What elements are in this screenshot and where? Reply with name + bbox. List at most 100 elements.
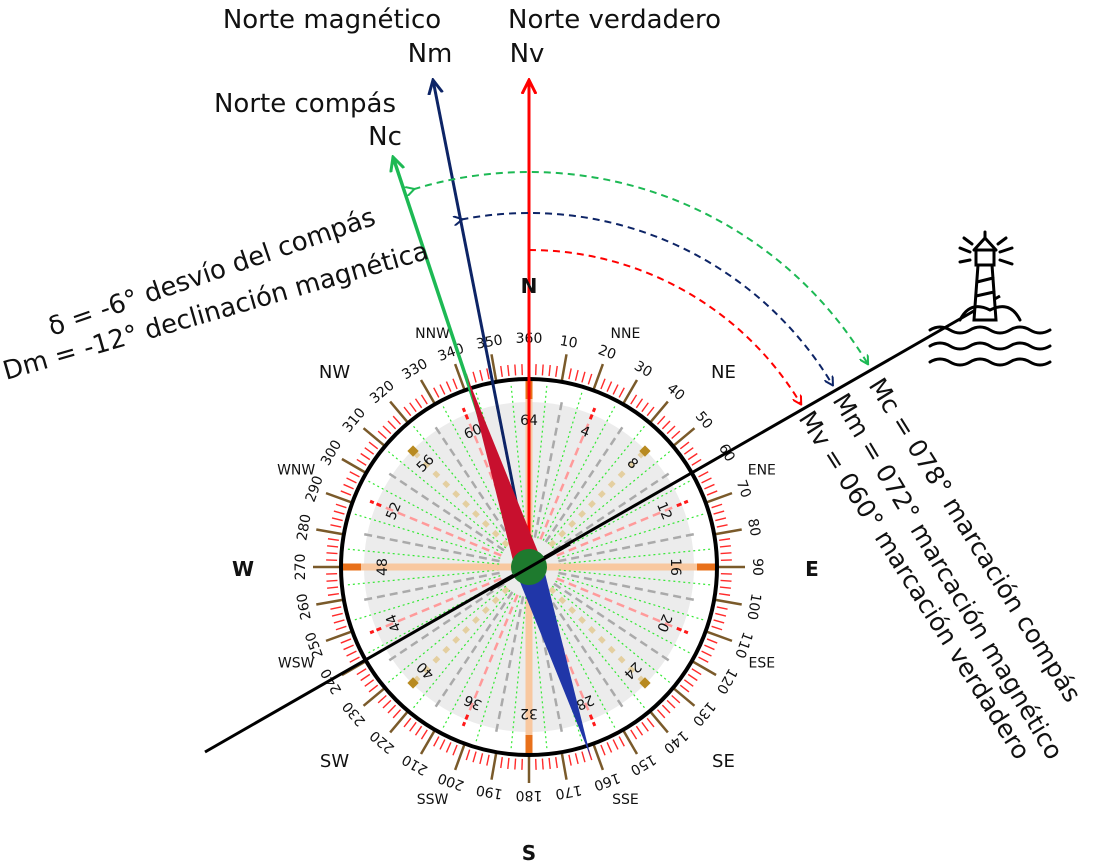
radial-line — [556, 502, 682, 557]
minor-degree-tick — [548, 757, 551, 769]
minor-degree-tick — [630, 729, 638, 740]
minor-degree-tick — [327, 586, 339, 589]
minor-degree-tick — [719, 586, 731, 589]
cardinal-e: E — [805, 557, 819, 581]
major-degree-tick — [419, 379, 437, 405]
intercardinal-label: ESE — [749, 655, 776, 671]
minor-degree-tick — [666, 425, 676, 435]
minor-degree-tick — [600, 378, 606, 390]
minor-degree-tick — [445, 381, 452, 392]
point-label: 48 — [375, 558, 391, 576]
minor-degree-tick — [555, 757, 558, 769]
minor-degree-tick — [656, 415, 666, 425]
minor-degree-tick — [409, 402, 417, 413]
radial-line — [474, 595, 521, 745]
cardinal-n: N — [521, 274, 538, 298]
degree-label: 160 — [592, 769, 623, 793]
magnetic-bearing-label: Mm = 072° marcación magnético — [827, 388, 1069, 764]
radial-line — [510, 596, 527, 752]
minor-degree-tick — [574, 753, 579, 765]
minor-degree-tick — [541, 758, 544, 770]
degree-label: 350 — [475, 332, 504, 352]
major-degree-tick — [713, 598, 742, 606]
minor-degree-tick — [368, 441, 379, 450]
minor-degree-tick — [500, 757, 503, 769]
cardinal-w: W — [232, 557, 254, 581]
minor-degree-tick — [346, 650, 357, 657]
point-marker — [676, 626, 689, 635]
point-label: 12 — [653, 500, 675, 523]
minor-degree-tick — [548, 365, 551, 377]
intercardinal-label: NNW — [415, 326, 450, 342]
minor-degree-tick — [661, 704, 671, 714]
minor-degree-tick — [706, 638, 718, 644]
radial-line — [537, 389, 584, 539]
minor-degree-tick — [420, 394, 428, 405]
minor-degree-tick — [382, 425, 392, 435]
radial-line — [362, 571, 500, 602]
minor-degree-tick — [715, 612, 727, 617]
point-marker — [369, 499, 382, 508]
minor-degree-tick — [349, 471, 360, 478]
major-degree-tick — [560, 751, 568, 780]
minor-degree-tick — [330, 524, 342, 528]
radial-line — [351, 575, 501, 622]
minor-degree-tick — [687, 452, 698, 461]
radial-line — [410, 586, 510, 686]
major-degree-tick — [389, 400, 410, 424]
minor-degree-tick — [331, 612, 343, 617]
compass-bearing-arc — [414, 171, 868, 364]
minor-degree-tick — [720, 579, 732, 582]
intercardinal-marker — [639, 677, 651, 689]
minor-degree-tick — [368, 684, 379, 693]
minor-degree-tick — [691, 458, 702, 466]
radial-line — [557, 512, 707, 559]
minor-degree-tick — [581, 751, 586, 763]
radial-line — [411, 423, 511, 545]
degree-label: 310 — [340, 405, 369, 436]
radial-line — [553, 471, 672, 552]
minor-degree-tick — [612, 384, 619, 395]
intercardinal-label: SSE — [612, 792, 639, 808]
minor-degree-tick — [666, 699, 676, 709]
minor-degree-tick — [691, 668, 702, 676]
minor-degree-tick — [701, 477, 712, 484]
minor-degree-tick — [346, 477, 357, 484]
point-label: 28 — [574, 691, 597, 713]
minor-degree-tick — [472, 751, 477, 763]
radial-line — [441, 593, 516, 731]
minor-degree-tick — [706, 490, 718, 496]
major-degree-tick — [419, 729, 437, 755]
radial-line — [553, 582, 672, 663]
minor-degree-tick — [698, 471, 709, 478]
intercardinal-marker — [639, 445, 651, 457]
degree-label: 210 — [399, 751, 430, 778]
minor-degree-tick — [409, 721, 417, 732]
minor-degree-tick — [612, 739, 619, 750]
minor-degree-tick — [356, 458, 367, 466]
major-degree-tick — [325, 491, 353, 504]
minor-degree-tick — [377, 694, 387, 704]
major-degree-tick — [713, 528, 742, 536]
minor-degree-tick — [671, 694, 681, 704]
needle-south-half — [515, 562, 591, 758]
point-marker — [461, 407, 470, 420]
point-label: 44 — [383, 612, 405, 635]
minor-degree-tick — [414, 398, 423, 409]
minor-degree-tick — [403, 406, 412, 417]
minor-degree-tick — [472, 371, 477, 383]
magnetic-north-title: Norte magnético — [223, 5, 441, 35]
bearing-line-over-hub — [489, 542, 571, 592]
minor-degree-tick — [452, 378, 458, 390]
degree-label: 190 — [475, 781, 504, 801]
minor-degree-tick — [541, 364, 544, 376]
minor-degree-tick — [606, 742, 613, 753]
radial-line — [531, 382, 548, 538]
radial-line — [558, 532, 696, 563]
minor-degree-tick — [356, 668, 367, 676]
minor-degree-tick — [327, 593, 339, 596]
minor-degree-tick — [618, 736, 625, 747]
magnetic-bearing-arc — [461, 212, 832, 385]
major-degree-tick — [453, 743, 466, 771]
